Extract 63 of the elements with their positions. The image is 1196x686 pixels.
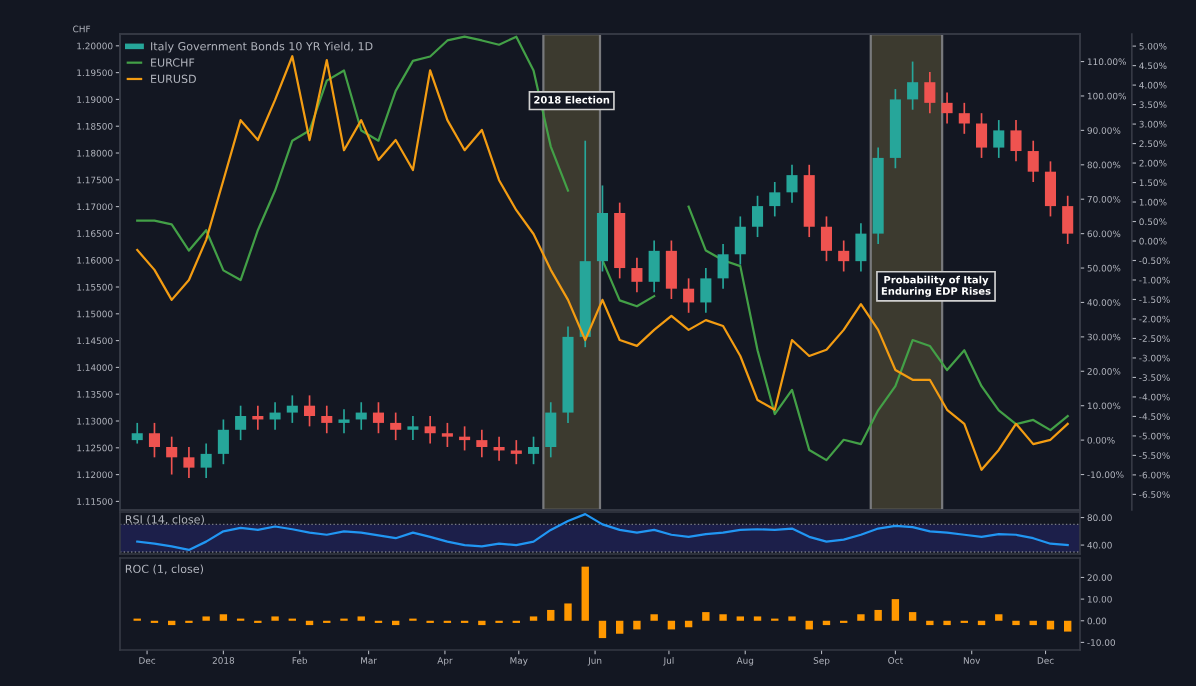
- candlestick: [924, 71, 936, 115]
- candlestick: [838, 239, 850, 273]
- candlestick: [1062, 194, 1074, 245]
- candlestick: [390, 411, 402, 441]
- bar: [857, 614, 865, 621]
- candlestick: [545, 401, 557, 459]
- bar: [650, 614, 658, 621]
- bar: [547, 609, 555, 621]
- candlestick: [1044, 160, 1056, 218]
- candlestick: [476, 428, 488, 459]
- candlestick: [734, 215, 746, 266]
- candlestick: [855, 222, 867, 273]
- candlestick: [200, 442, 212, 479]
- candlestick: [648, 239, 660, 293]
- bar: [943, 620, 951, 626]
- candlestick: [717, 243, 729, 290]
- bar: [908, 612, 917, 621]
- candlestick: [700, 267, 712, 314]
- candlestick: [441, 422, 453, 448]
- bar: [891, 599, 900, 621]
- candlestick: [941, 91, 953, 125]
- candlestick: [665, 239, 677, 300]
- candlestick: [907, 60, 919, 111]
- candlestick: [976, 112, 988, 159]
- candlestick: [148, 422, 160, 459]
- bar: [719, 614, 727, 621]
- bar: [616, 620, 624, 634]
- candlestick: [338, 408, 350, 435]
- bar: [633, 620, 641, 630]
- candlestick: [286, 394, 298, 424]
- candlestick: [235, 404, 247, 441]
- candlestick: [769, 181, 781, 218]
- candlestick: [510, 439, 522, 466]
- candlestick: [631, 256, 643, 293]
- candlestick: [752, 194, 764, 238]
- candlestick: [166, 435, 178, 476]
- candlestick: [958, 102, 970, 135]
- candlestick: [217, 418, 229, 466]
- candlestick: [1027, 139, 1039, 183]
- candlestick: [528, 435, 540, 466]
- bar: [1012, 620, 1020, 626]
- candlestick: [683, 277, 695, 314]
- candlestick: [183, 446, 195, 479]
- bar: [926, 620, 934, 626]
- bar: [581, 566, 589, 621]
- bar: [702, 612, 710, 621]
- candlestick: [993, 119, 1005, 159]
- candlestick: [1010, 119, 1022, 163]
- bar: [219, 614, 228, 621]
- candlestick: [372, 401, 384, 435]
- bar: [1064, 620, 1072, 632]
- bar: [995, 614, 1003, 621]
- candlestick: [321, 404, 333, 435]
- candlestick: [786, 163, 798, 204]
- bar: [598, 620, 607, 639]
- candlestick: [424, 415, 436, 445]
- bar: [478, 620, 486, 626]
- candlestick: [304, 394, 316, 428]
- candlestick: [820, 215, 832, 262]
- candlestick: [407, 415, 419, 441]
- bar: [564, 603, 572, 621]
- candlestick: [131, 422, 143, 445]
- bar: [874, 609, 882, 621]
